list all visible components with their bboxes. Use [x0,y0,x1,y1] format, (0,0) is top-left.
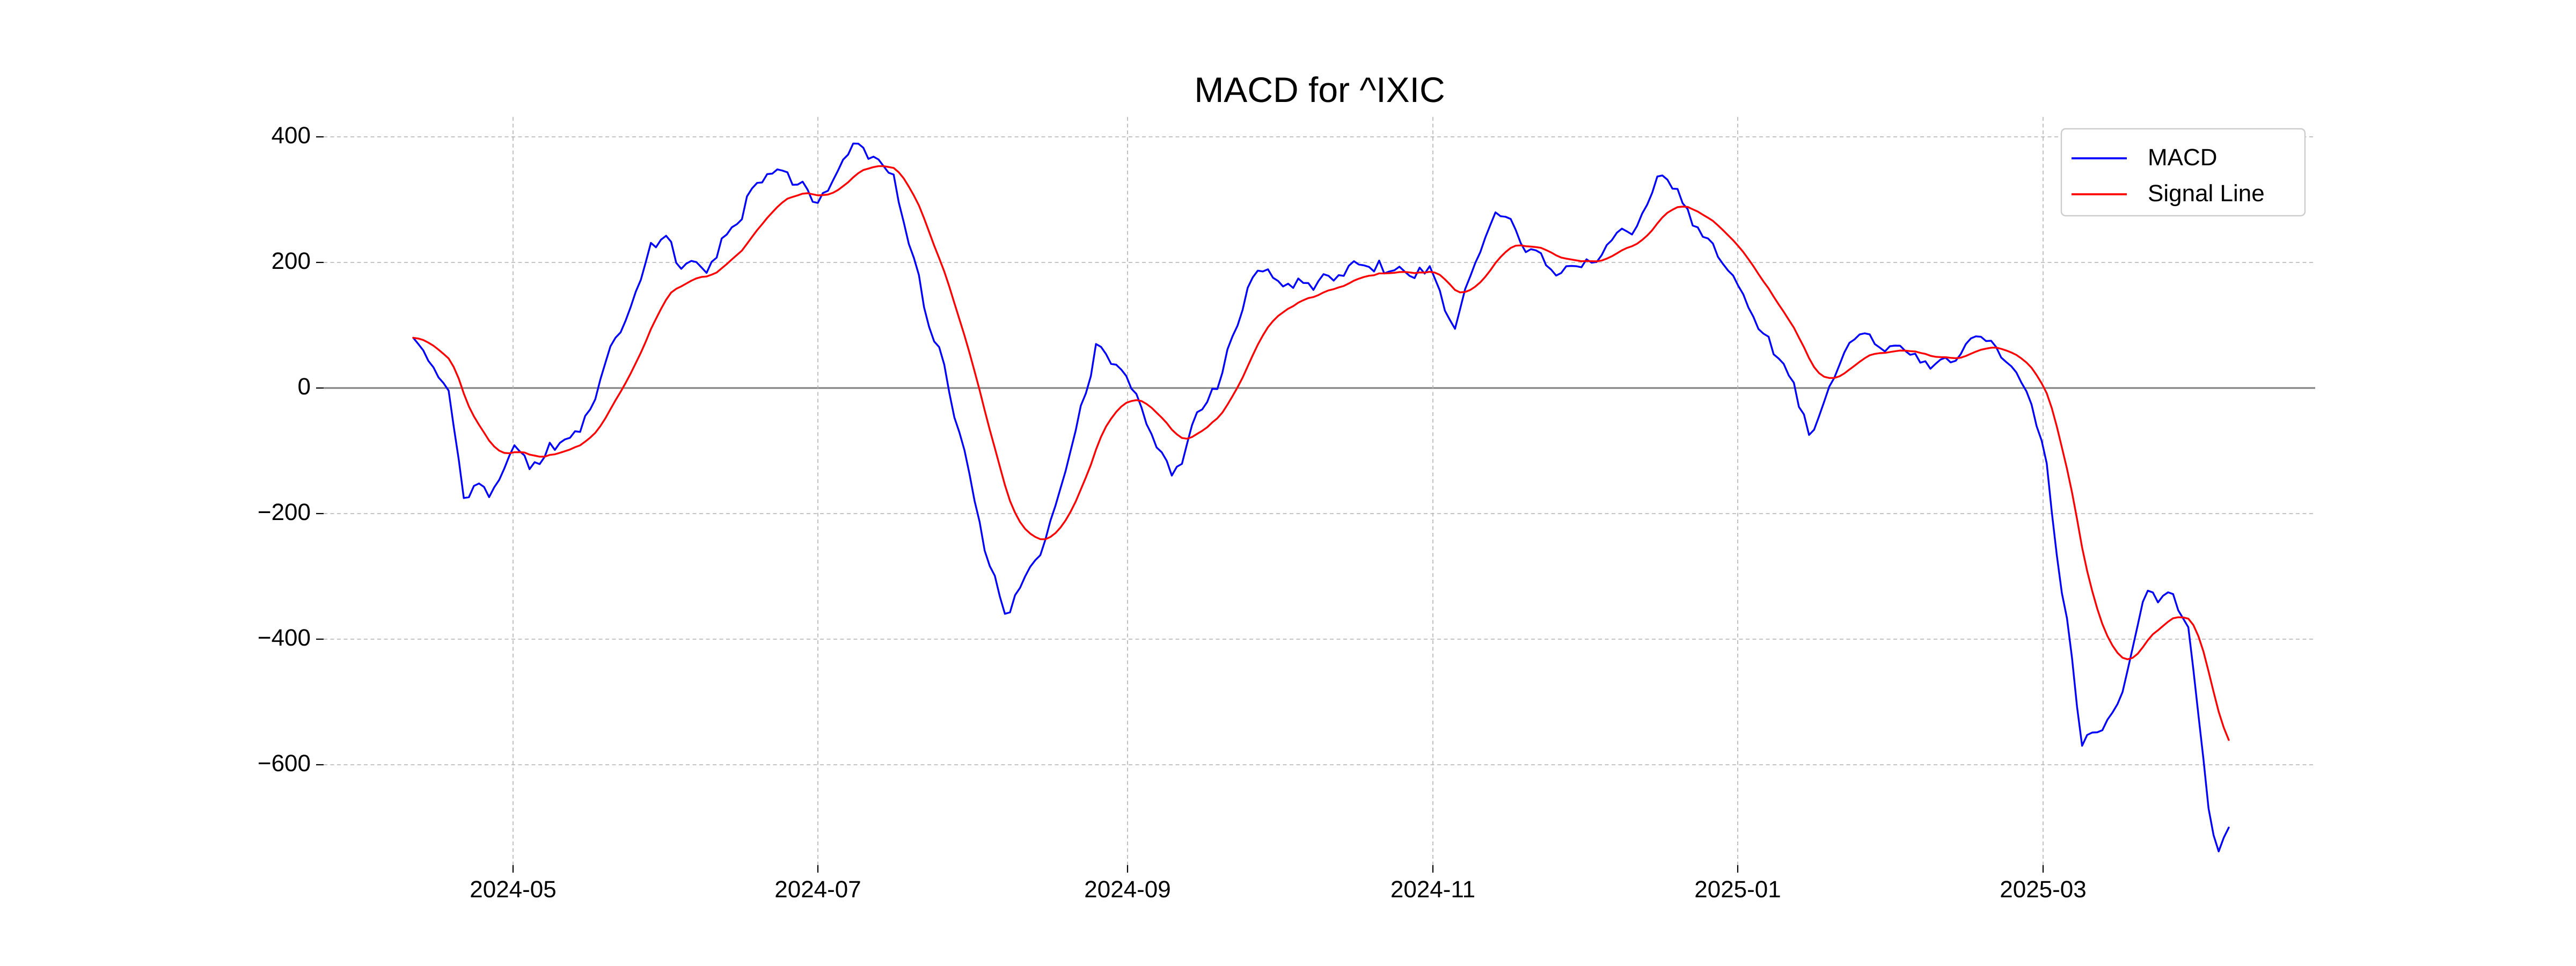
svg-text:400: 400 [272,122,311,149]
svg-text:−200: −200 [258,499,311,525]
svg-text:200: 200 [272,248,311,274]
svg-text:2025-03: 2025-03 [2000,876,2086,903]
svg-text:0: 0 [298,374,311,400]
svg-text:−600: −600 [258,750,311,777]
svg-text:2024-09: 2024-09 [1084,876,1170,903]
svg-text:Signal Line: Signal Line [2148,180,2265,207]
svg-text:2024-11: 2024-11 [1391,876,1475,903]
svg-text:2025-01: 2025-01 [1694,876,1781,903]
svg-text:−400: −400 [258,625,311,651]
svg-text:2024-05: 2024-05 [470,876,556,903]
svg-text:MACD for ^IXIC: MACD for ^IXIC [1194,70,1445,109]
svg-text:MACD: MACD [2148,144,2218,171]
svg-text:2024-07: 2024-07 [774,876,861,903]
